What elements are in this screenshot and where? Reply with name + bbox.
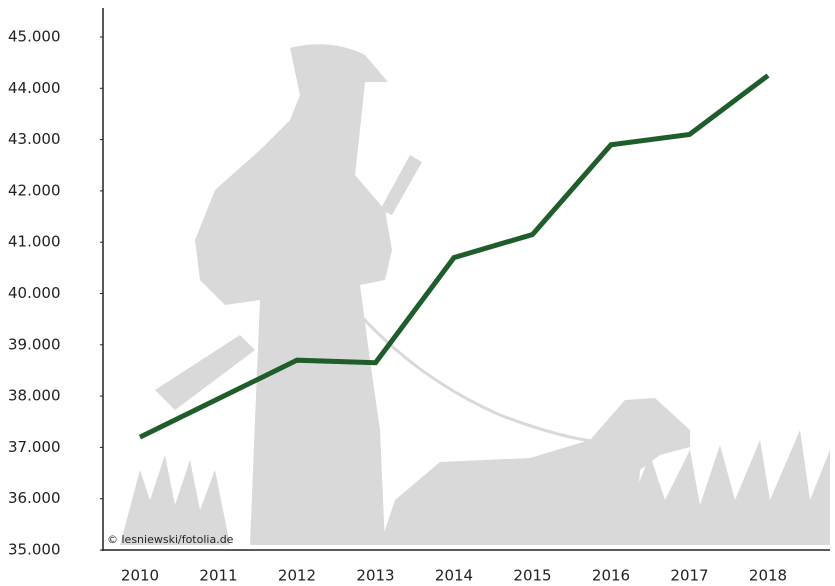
y-tick-label: 41.000 <box>8 233 61 251</box>
y-tick-label: 40.000 <box>8 284 61 302</box>
y-tick-label: 35.000 <box>8 541 61 559</box>
y-tick-label: 45.000 <box>8 28 61 46</box>
x-tick-label: 2012 <box>278 567 316 585</box>
y-tick-label: 36.000 <box>8 489 61 507</box>
background-silhouette <box>120 44 830 545</box>
data-line <box>138 73 770 440</box>
y-tick-label: 42.000 <box>8 181 61 199</box>
x-tick-label: 2013 <box>356 567 394 585</box>
credit: © lesniewski/fotolia.de <box>107 533 234 546</box>
x-tick-label: 2015 <box>513 567 551 585</box>
y-tick-label: 38.000 <box>8 387 61 405</box>
y-tick-label: 37.000 <box>8 438 61 456</box>
x-tick-label: 2017 <box>670 567 708 585</box>
x-tick-label: 2014 <box>435 567 473 585</box>
y-tick-label: 44.000 <box>8 79 61 97</box>
y-tick-label: 43.000 <box>8 130 61 148</box>
x-tick-label: 2010 <box>121 567 159 585</box>
x-tick-label: 2011 <box>199 567 237 585</box>
x-tick-label: 2018 <box>749 567 787 585</box>
x-tick-label: 2016 <box>592 567 630 585</box>
y-tick-label: 39.000 <box>8 335 61 353</box>
